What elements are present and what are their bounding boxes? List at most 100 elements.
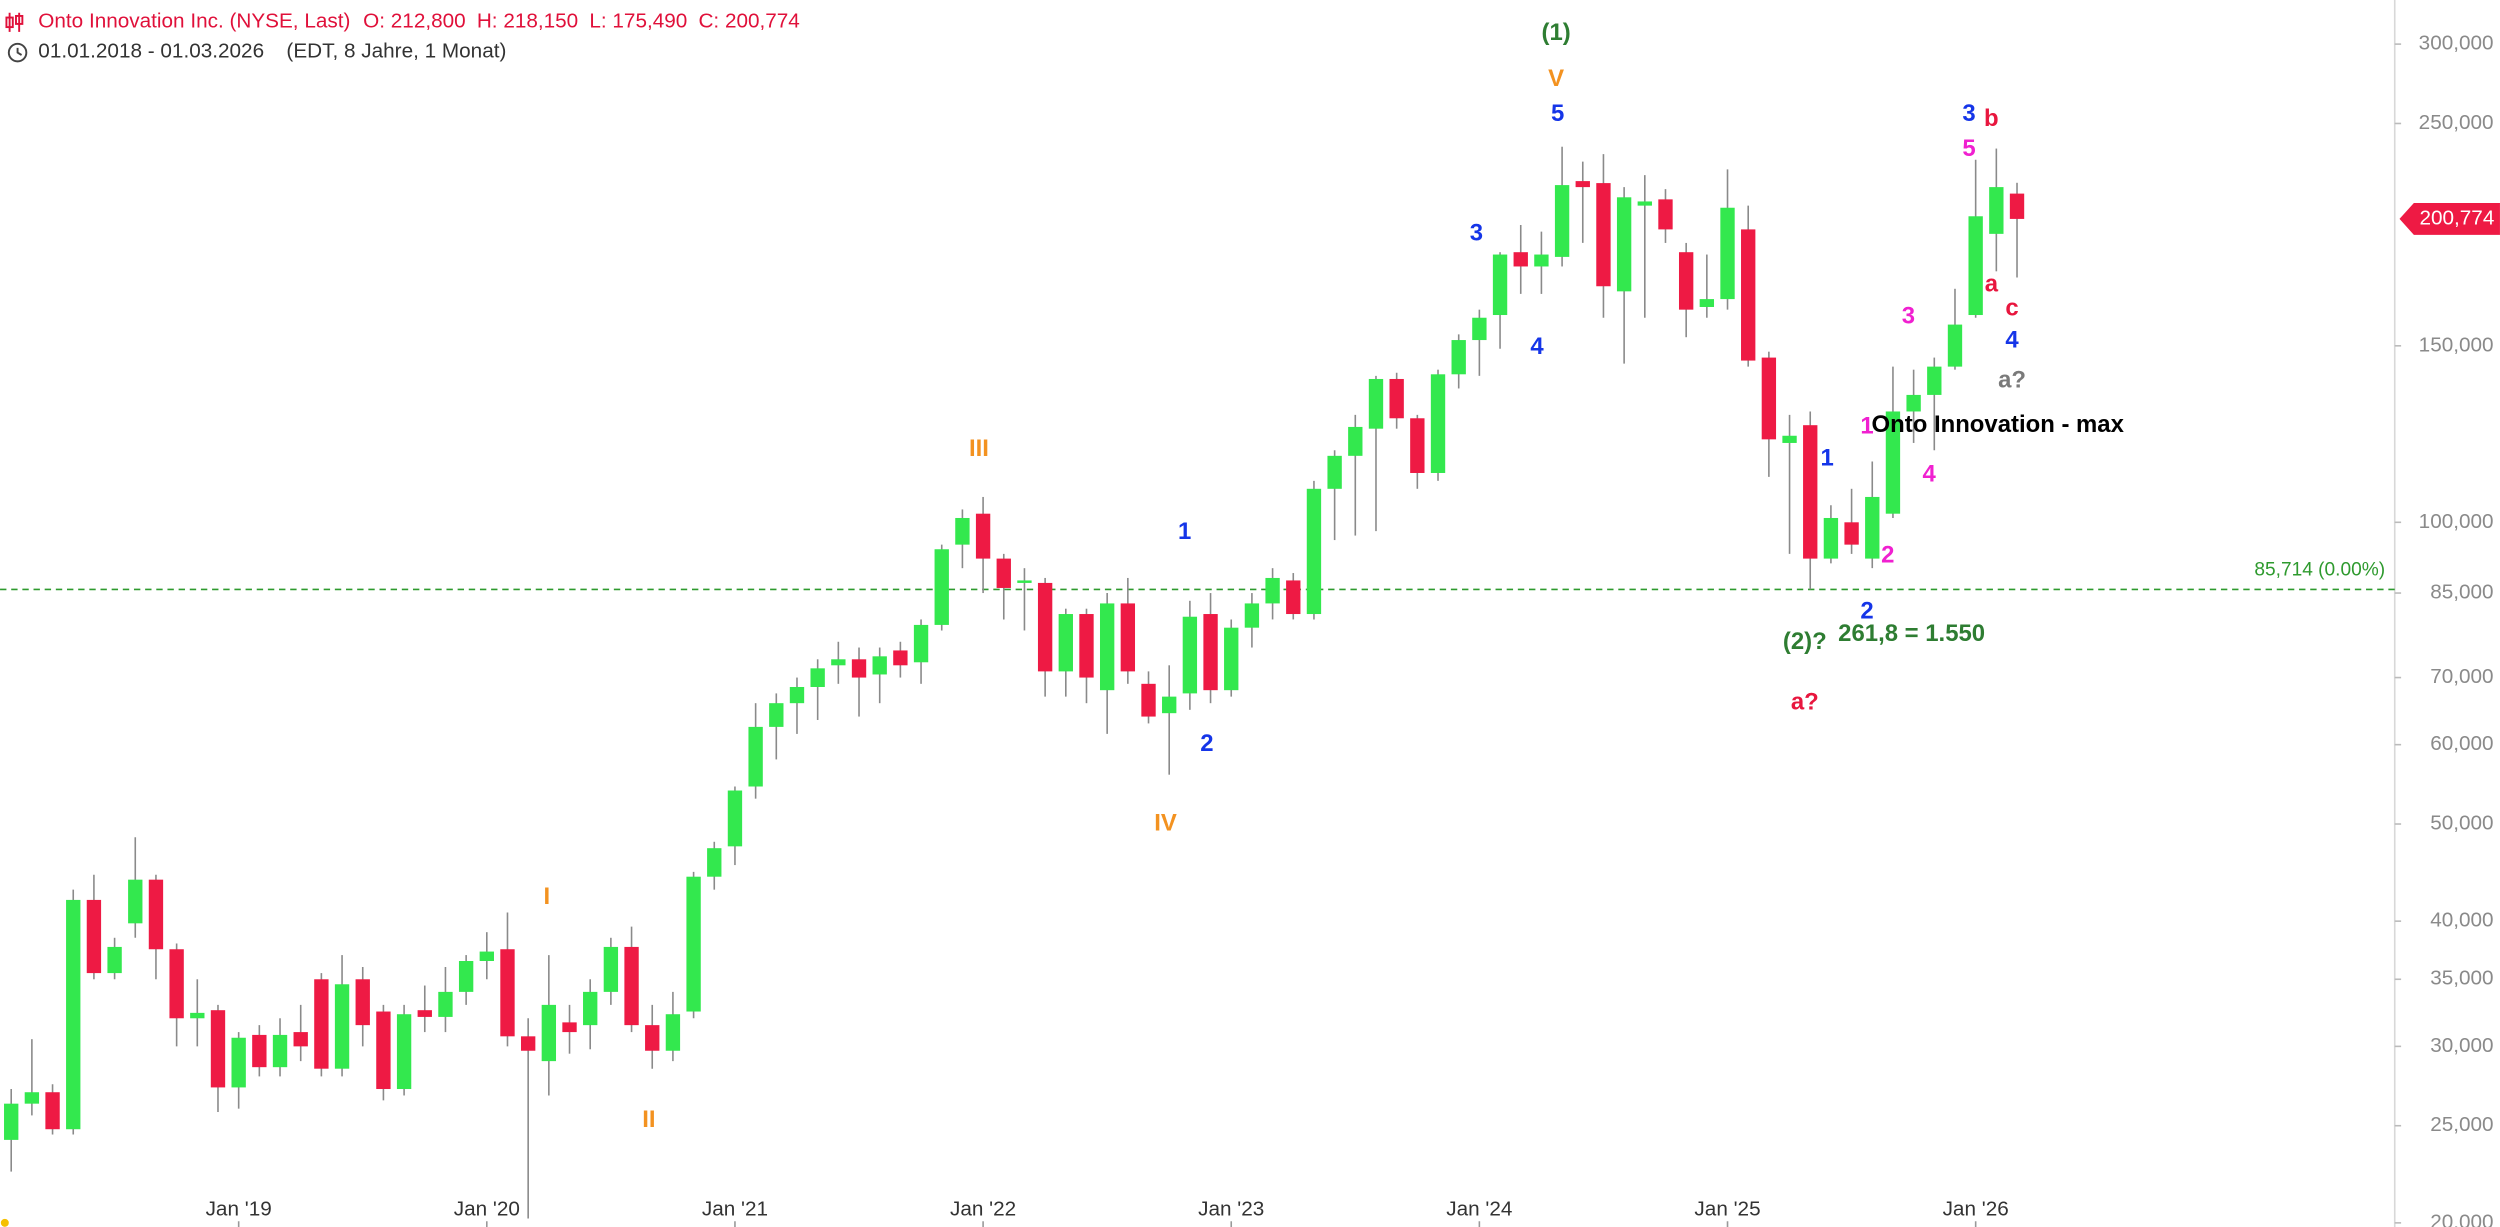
candle-body	[1741, 229, 1756, 361]
candle-body	[851, 659, 867, 678]
x-tick-label: Jan '25	[1694, 1198, 1760, 1221]
candle-body	[1306, 488, 1322, 615]
candle-body	[1678, 252, 1694, 310]
candle-body	[1658, 199, 1673, 230]
candle-body	[603, 946, 619, 992]
last-price-label: 200,774	[2419, 206, 2494, 229]
wave-label: 3	[1470, 220, 1483, 247]
candle-body	[1079, 614, 1094, 678]
candle-body	[1265, 577, 1280, 604]
candle-body	[831, 659, 846, 666]
candle-body	[769, 703, 784, 727]
candle-body	[955, 517, 970, 545]
candle-body	[1575, 181, 1590, 188]
y-tick-label: 100,000	[2419, 510, 2494, 533]
candle-body	[934, 549, 949, 625]
candle-body	[1989, 187, 2004, 234]
wave-label: (1)	[1542, 19, 1571, 46]
wave-label: 2	[1200, 730, 1213, 757]
wave-label: 1	[1860, 413, 1873, 440]
title: Onto Innovation Inc. (NYSE, Last)	[38, 10, 350, 33]
candle-body	[789, 686, 805, 704]
wave-label: a	[1985, 271, 1999, 298]
header-title: Onto Innovation Inc. (NYSE, Last) O: 212,…	[38, 10, 800, 33]
candle-body	[1141, 683, 1156, 717]
candle-body	[686, 876, 701, 1012]
candle-body	[520, 1036, 536, 1051]
y-tick-label: 35,000	[2430, 967, 2493, 990]
header-subtitle: 01.01.2018 - 01.03.2026 (EDT, 8 Jahre, 1 …	[38, 40, 506, 63]
candle-body	[1410, 418, 1425, 473]
x-tick-label: Jan '23	[1198, 1198, 1264, 1221]
candle-body	[1554, 185, 1570, 257]
candle-body	[4, 1103, 19, 1140]
y-tick-label: 50,000	[2430, 811, 2493, 834]
wave-label: 1	[1178, 518, 1191, 545]
wave-label: III	[969, 435, 989, 462]
y-tick-label: 25,000	[2430, 1113, 2493, 1136]
candle-body	[1244, 603, 1260, 628]
candle-body	[1720, 207, 1735, 300]
candle-body	[66, 899, 81, 1130]
x-tick-label: Jan '22	[950, 1198, 1016, 1221]
wave-label: 5	[1551, 100, 1564, 127]
candle-body	[272, 1034, 288, 1068]
date-range: 01.01.2018 - 01.03.2026	[38, 40, 264, 63]
wave-label: 5	[1962, 135, 1975, 162]
candle-body	[1327, 455, 1342, 489]
y-tick-label: 30,000	[2430, 1034, 2493, 1057]
wave-label: IV	[1154, 810, 1177, 837]
candle-body	[562, 1022, 577, 1033]
candle-body	[355, 979, 370, 1026]
y-tick-label: 150,000	[2419, 333, 2494, 356]
candle-body	[1017, 580, 1032, 583]
y-tick-label: 60,000	[2430, 732, 2493, 755]
wave-label: II	[642, 1106, 655, 1133]
y-tick-label: 85,000	[2430, 581, 2493, 604]
candle-body	[1203, 614, 1218, 691]
candle-body	[1968, 216, 1983, 316]
candle-body	[1037, 582, 1053, 672]
candle-body	[169, 949, 184, 1019]
candle-body	[396, 1014, 412, 1090]
ohlc-label: C: 200,774	[698, 10, 799, 33]
candle-body	[1492, 254, 1508, 316]
wave-label: c	[2005, 295, 2018, 322]
candle-body	[293, 1032, 308, 1047]
ohlc-label: O: 212,800	[363, 10, 466, 33]
wave-label: b	[1984, 105, 1999, 132]
candle-body	[479, 951, 494, 962]
candle-body	[1348, 426, 1363, 456]
wave-label: a?	[1791, 688, 1819, 715]
candle-body	[1927, 366, 1942, 395]
candle-body	[376, 1011, 391, 1090]
y-tick-label: 40,000	[2430, 909, 2493, 932]
last-price-badge	[2399, 202, 2500, 235]
candle-body	[1430, 374, 1446, 473]
wave-label: Onto Innovation - max	[1872, 411, 2125, 438]
candle-body	[707, 848, 722, 877]
candle-body	[665, 1014, 681, 1051]
wave-label: 2	[1881, 542, 1894, 569]
candle-body	[1616, 197, 1632, 292]
candle-body	[1368, 378, 1384, 429]
candle-body	[1782, 435, 1797, 443]
candle-body	[128, 879, 143, 924]
candle-body	[458, 961, 474, 992]
candle-body	[1596, 183, 1611, 287]
candle-body	[1761, 357, 1777, 440]
marker-dot	[0, 1218, 9, 1227]
candle-body	[1513, 252, 1528, 267]
candle-body	[500, 949, 515, 1037]
candle-body	[727, 790, 743, 847]
range-note: (EDT, 8 Jahre, 1 Monat)	[286, 40, 506, 63]
y-tick-label: 20,000	[2430, 1210, 2493, 1227]
candle-body	[893, 650, 908, 666]
x-tick-label: Jan '21	[702, 1198, 768, 1221]
candle-body	[1865, 496, 1880, 559]
candle-body	[417, 1010, 432, 1017]
symbol-icon	[5, 12, 24, 32]
candle-body	[1224, 627, 1239, 691]
